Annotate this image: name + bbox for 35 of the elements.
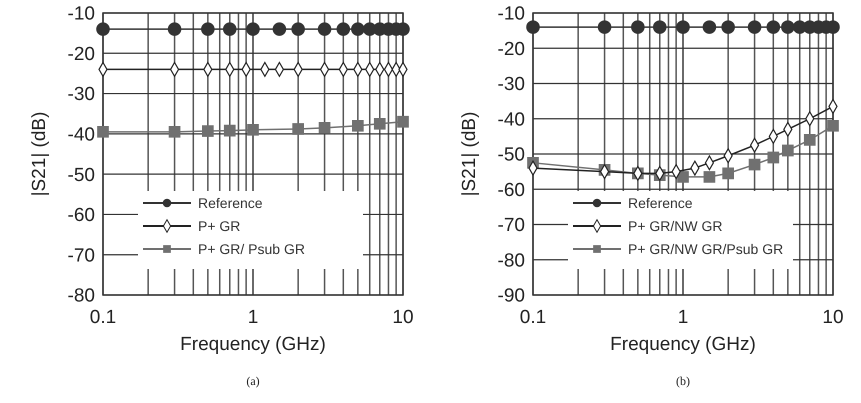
y-tick-label: -80	[498, 250, 525, 272]
y-axis-title: |S21| (dB)	[29, 112, 50, 196]
y-tick-label: -60	[498, 180, 525, 201]
x-tick-label: 1	[248, 307, 258, 328]
y-tick-label: -80	[68, 286, 95, 307]
legend-label: Reference	[198, 195, 263, 211]
y-tick-label: -40	[498, 109, 525, 130]
x-axis-title: Frequency (GHz)	[180, 334, 326, 355]
y-tick-label: -10	[68, 4, 95, 25]
x-tick-label: 10	[392, 307, 414, 328]
y-tick-label: -50	[498, 144, 525, 166]
y-tick-label: -60	[68, 205, 95, 226]
x-axis-title: Frequency (GHz)	[610, 334, 756, 355]
y-tick-label: -70	[68, 245, 95, 266]
y-tick-label: -10	[498, 4, 525, 25]
y-tick-label: -30	[498, 74, 525, 96]
y-tick-label: -30	[68, 84, 95, 106]
legend-label: P+ GR/NW GR	[628, 218, 723, 234]
x-tick-label: 10	[822, 307, 844, 328]
y-axis-title: |S21| (dB)	[459, 112, 480, 196]
legend-label: P+ GR/NW GR/Psub GR	[628, 241, 784, 257]
text: (a)	[246, 374, 260, 388]
y-tick-label: -20	[498, 38, 525, 60]
x-tick-label: 1	[678, 307, 688, 328]
x-tick-label: 0.1	[90, 307, 116, 328]
legend-label: Reference	[628, 195, 693, 211]
y-tick-label: -70	[498, 215, 525, 236]
x-tick-label: 0.1	[520, 307, 546, 328]
text: (b)	[676, 374, 690, 388]
y-tick-label: -40	[68, 124, 95, 146]
legend-label: P+ GR	[198, 218, 240, 234]
y-tick-label: -20	[68, 44, 95, 65]
y-tick-label: -90	[498, 286, 525, 307]
y-tick-label: -50	[68, 164, 95, 186]
legend-label: P+ GR/ Psub GR	[198, 241, 305, 257]
